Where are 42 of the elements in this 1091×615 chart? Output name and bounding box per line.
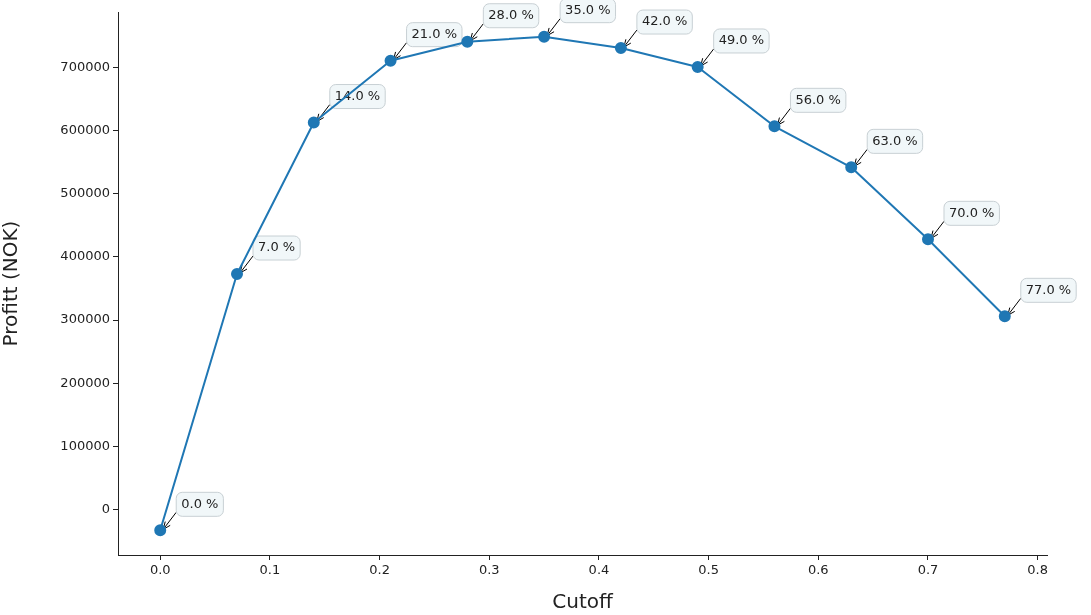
- x-tick-label: 0.1: [259, 562, 281, 578]
- y-tick-label: 700000: [60, 58, 110, 74]
- x-tick-label: 0.3: [478, 562, 500, 578]
- annotation: 7.0 %: [258, 239, 296, 255]
- y-tick-label: 300000: [60, 311, 110, 327]
- y-tick-label: 500000: [60, 185, 110, 201]
- x-axis-title: Cutoff: [552, 589, 614, 614]
- y-tick-label: 200000: [60, 374, 110, 390]
- point: [307, 116, 320, 129]
- point: [614, 42, 627, 55]
- point: [845, 161, 858, 174]
- x-tick-label: 0.4: [588, 562, 610, 578]
- annotation: 63.0 %: [872, 132, 918, 148]
- annotation: 70.0 %: [949, 204, 995, 220]
- point: [231, 268, 243, 281]
- point: [768, 120, 781, 133]
- x-tick-label: 0.6: [807, 562, 829, 578]
- point: [384, 54, 397, 67]
- annotation: 0.0 %: [181, 495, 219, 511]
- x-tick-label: 0.5: [698, 562, 719, 578]
- annotation: 77.0 %: [1025, 281, 1072, 297]
- point: [691, 60, 704, 73]
- point: [538, 30, 551, 43]
- x-tick-label: 0.7: [917, 562, 939, 578]
- annotation: 28.0 %: [488, 7, 534, 23]
- point: [154, 524, 167, 537]
- x-tick-label: 0.8: [1027, 562, 1049, 578]
- y-axis-title: Profitt (NOK): [0, 220, 23, 347]
- x-tick-label: 0.0: [149, 562, 171, 578]
- annotation: 42.0 %: [641, 13, 688, 29]
- y-tick-label: 100000: [60, 437, 110, 453]
- annotation: 21.0 %: [411, 26, 457, 42]
- point: [461, 35, 474, 48]
- annotation: 35.0 %: [565, 2, 611, 18]
- point: [922, 233, 934, 246]
- y-tick-label: 600000: [60, 122, 110, 138]
- annotation: 49.0 %: [718, 32, 765, 48]
- point: [998, 310, 1011, 323]
- y-tick-label: 0: [101, 500, 110, 516]
- annotation: 56.0 %: [795, 91, 841, 107]
- y-tick-label: 400000: [60, 248, 110, 264]
- x-tick-label: 0.2: [369, 562, 390, 578]
